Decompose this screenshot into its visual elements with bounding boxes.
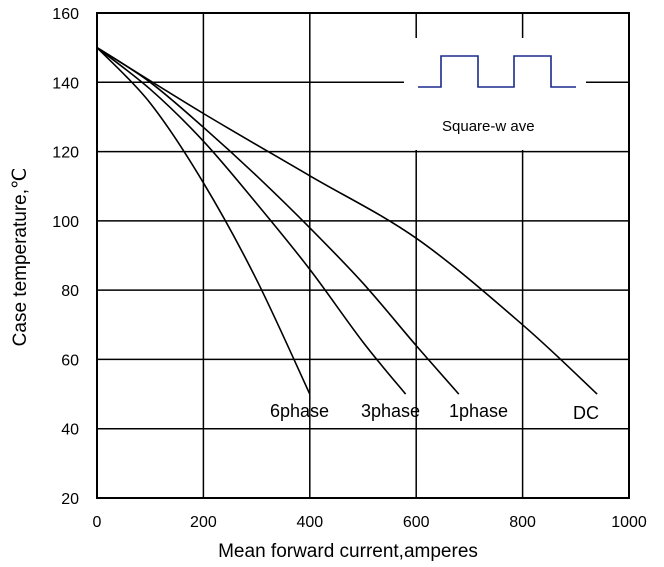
series-line-dc — [96, 46, 598, 395]
x-axis-title: Mean forward current,amperes — [218, 541, 478, 562]
series-lines — [96, 46, 598, 395]
y-tick-label: 140 — [52, 75, 79, 92]
x-tick-label: 1000 — [611, 514, 647, 531]
x-tick-labels: 0 200 400 600 800 1000 — [93, 514, 647, 531]
series-label-dc: DC — [573, 403, 599, 423]
x-tick-label: 600 — [403, 514, 430, 531]
x-tick-label: 800 — [509, 514, 536, 531]
x-tick-label: 200 — [190, 514, 217, 531]
y-tick-label: 120 — [52, 145, 79, 162]
y-tick-label: 40 — [61, 422, 79, 439]
series-label-1phase: 1phase — [449, 401, 508, 421]
series-label-6phase: 6phase — [270, 401, 329, 421]
y-tick-label: 100 — [52, 214, 79, 231]
series-label-3phase: 3phase — [361, 401, 420, 421]
inset-label: Square-w ave — [442, 118, 535, 135]
series-line-1phase — [96, 46, 460, 395]
series-line-6phase — [96, 47, 311, 395]
inset-background — [404, 38, 586, 150]
y-tick-label: 80 — [61, 283, 79, 300]
y-axis-title: Case temperature,℃ — [10, 168, 31, 347]
axes — [96, 12, 630, 499]
y-tick-label: 20 — [61, 491, 79, 508]
x-tick-label: 400 — [296, 514, 323, 531]
y-tick-label: 60 — [61, 352, 79, 369]
x-tick-label: 0 — [93, 514, 102, 531]
series-line-3phase — [96, 46, 407, 395]
y-tick-label: 160 — [52, 6, 79, 23]
inset: Square-w ave — [404, 38, 586, 150]
square-wave-icon — [418, 55, 576, 88]
y-tick-labels: 20 40 60 80 100 120 140 160 — [52, 6, 79, 508]
plot-frame — [96, 12, 630, 499]
